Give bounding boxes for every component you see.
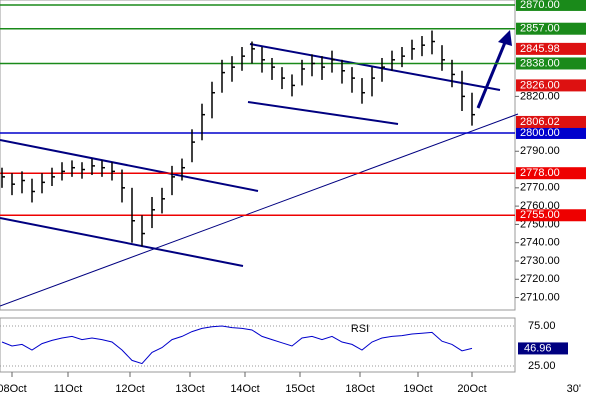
main-panel	[0, 0, 516, 311]
y-tick-label: 2770.00	[520, 182, 560, 194]
y-tick-label: 2760.00	[520, 200, 560, 212]
y-tick-label: 2750.00	[520, 218, 560, 230]
level-box	[516, 22, 586, 35]
trend-line	[0, 139, 259, 192]
x-tick-label: 20Oct	[457, 383, 486, 395]
y-tick-label: 75.00	[528, 320, 556, 332]
trend-line	[0, 113, 519, 307]
level-label: 2755.00	[520, 209, 560, 221]
rsi-panel	[0, 317, 516, 373]
trend-line	[249, 43, 501, 91]
rsi-current: 46.96	[524, 342, 552, 354]
price-label: 2845.98	[520, 43, 560, 55]
price-label: 2806.02	[520, 116, 560, 128]
x-tick-label: 15Oct	[285, 383, 314, 395]
x-tick-label: 18Oct	[345, 383, 374, 395]
level-label: 2800.00	[520, 127, 560, 139]
x-tick-label: 13Oct	[175, 383, 204, 395]
y-tick-label: 2790.00	[520, 145, 560, 157]
timeframe: 30'	[567, 383, 581, 395]
level-label: 2778.00	[520, 167, 560, 179]
x-tick-label: 11Oct	[54, 383, 83, 395]
y-tick-label: 2740.00	[520, 237, 560, 249]
x-tick-label: 14Oct	[230, 383, 259, 395]
price-label: 2826.00	[520, 79, 560, 91]
level-label: 2857.00	[520, 23, 560, 35]
level-label: 2870.00	[520, 0, 560, 11]
price-box	[516, 79, 586, 92]
arrow-head	[498, 30, 512, 46]
level-box	[516, 0, 586, 11]
level-box	[516, 209, 586, 222]
rsi-title: RSI	[351, 323, 369, 335]
trend-line	[0, 217, 244, 267]
y-tick-label: 2730.00	[520, 255, 560, 267]
x-tick-label: 12Oct	[115, 383, 144, 395]
level-box	[516, 126, 586, 139]
y-tick-label: 25.00	[528, 360, 556, 372]
y-tick-label: 2710.00	[520, 291, 560, 303]
y-tick-label: 2820.00	[520, 90, 560, 102]
y-tick-label: 2720.00	[520, 273, 560, 285]
x-tick-label: 19Oct	[403, 383, 432, 395]
rsi-box	[518, 342, 568, 355]
x-tick-label: 08Oct	[0, 383, 27, 395]
trend-line	[247, 101, 399, 125]
level-box	[516, 57, 586, 70]
level-label: 2838.00	[520, 57, 560, 69]
price-box	[516, 115, 586, 128]
price-box	[516, 42, 586, 55]
rsi-line	[1, 325, 473, 365]
trend-lines	[0, 30, 519, 307]
level-box	[516, 167, 586, 180]
arrow	[476, 39, 508, 109]
